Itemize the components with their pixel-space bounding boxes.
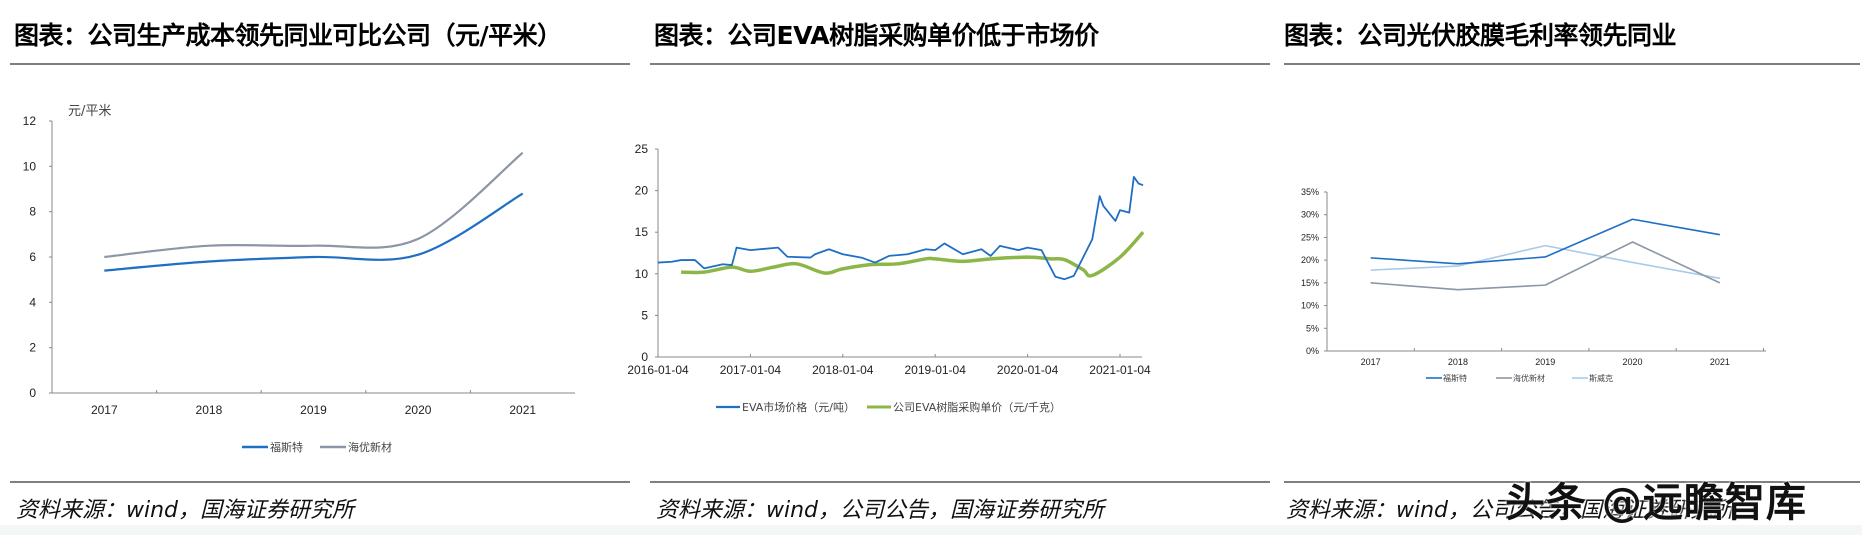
series-line — [1370, 244, 1720, 280]
panel-eva-price: 图表：公司EVA树脂采购单价低于市场价 0 5 10 15 20 25 2016-01-04… — [627, 0, 1280, 535]
panel-gross-margin: 图表：公司光伏胶膜毛利率领先同业 0% 5% 10% 15% 20% 25% 30% 35% 2… — [1278, 0, 1862, 535]
y-tick-label: 12 — [23, 114, 37, 128]
y-tick-label: 15 — [635, 225, 649, 239]
source-note: 资料来源：wind，公司公告，国海证券研究所 — [1286, 498, 1735, 523]
y-tick-label: 20% — [1301, 255, 1319, 265]
legend-item: 福斯特 — [1426, 373, 1467, 383]
chart-title: 图表：公司光伏胶膜毛利率领先同业 — [1284, 21, 1677, 50]
chart-title: 图表：公司生产成本领先同业可比公司（元/平米） — [14, 21, 562, 50]
x-tick-label: 2017-01-04 — [720, 363, 782, 377]
title-divider — [1284, 63, 1860, 65]
x-tick-label: 2018-01-04 — [812, 363, 874, 377]
legend-item: 海优新材 — [1496, 373, 1545, 383]
bottom-band — [0, 525, 1862, 535]
y-tick-label: 6 — [29, 250, 36, 264]
legend-item: 福斯特 — [242, 440, 303, 454]
y-tick-label: 0 — [29, 386, 36, 400]
panel-production-cost: 图表：公司生产成本领先同业可比公司（元/平米） 0 2 4 6 8 10 12 2017 201… — [0, 0, 640, 535]
x-tick-label: 2018 — [1448, 357, 1468, 367]
y-tick-label: 30% — [1301, 210, 1319, 220]
y-tick-label: 4 — [29, 295, 36, 309]
x-tick-label: 2020 — [405, 403, 432, 417]
x-tick-label: 2017 — [1361, 357, 1381, 367]
y-tick-label: 10 — [23, 159, 37, 173]
y-tick-label: 20 — [635, 184, 649, 198]
x-tick-label: 2019 — [300, 403, 327, 417]
x-tick-label: 2018 — [196, 403, 223, 417]
x-tick-label: 2019-01-04 — [905, 363, 967, 377]
y-axis-unit-label: 元/平米 — [68, 104, 111, 119]
legend-label: 福斯特 — [1443, 373, 1467, 383]
y-tick-label: 5% — [1306, 323, 1319, 333]
y-tick-label: 0% — [1306, 346, 1319, 356]
eva-price-line-chart: 0 5 10 15 20 25 2016-01-04 2017-01-04 2018-01-04… — [627, 142, 1151, 414]
x-tick-label: 2021 — [509, 403, 536, 417]
series-line — [104, 151, 524, 259]
legend-label: EVA市场价格（元/吨） — [742, 400, 855, 414]
legend-item: 海优新材 — [320, 440, 392, 454]
x-tick-label: 2020-01-04 — [997, 363, 1059, 377]
legend-label: 公司EVA树脂采购单价（元/千克） — [893, 400, 1061, 414]
legend-label: 福斯特 — [270, 440, 303, 454]
legend-label: 海优新材 — [1513, 373, 1545, 383]
source-divider — [10, 481, 630, 483]
y-tick-label: 2 — [29, 341, 36, 355]
gross-margin-line-chart: 0% 5% 10% 15% 20% 25% 30% 35% 2017 2018 2019 2020 20… — [1301, 187, 1766, 383]
series-line — [1370, 241, 1721, 291]
source-divider — [1284, 481, 1860, 483]
y-tick-label: 10 — [635, 267, 649, 281]
title-divider — [10, 63, 630, 65]
series-line — [104, 192, 524, 272]
series-line-company-price — [681, 231, 1145, 278]
x-tick-label: 2016-01-04 — [627, 363, 689, 377]
y-tick-label: 5 — [641, 308, 648, 322]
source-note: 资料来源：wind，公司公告，国海证券研究所 — [656, 498, 1105, 523]
y-tick-label: 25 — [635, 142, 649, 156]
y-tick-label: 0 — [641, 350, 648, 364]
y-tick-label: 25% — [1301, 232, 1319, 242]
x-tick-label: 2017 — [91, 403, 118, 417]
legend-label: 海优新材 — [348, 440, 392, 454]
source-note: 资料来源：wind，国海证券研究所 — [16, 498, 355, 523]
x-tick-label: 2020 — [1623, 357, 1643, 367]
legend-item: 斯威克 — [1572, 373, 1613, 383]
legend-label: 斯威克 — [1589, 373, 1613, 383]
chart-title: 图表：公司EVA树脂采购单价低于市场价 — [654, 21, 1099, 50]
series-line-market-price — [657, 175, 1144, 281]
source-divider — [650, 481, 1270, 483]
y-tick-label: 15% — [1301, 278, 1319, 288]
x-tick-label: 2019 — [1535, 357, 1555, 367]
y-tick-label: 8 — [29, 205, 36, 219]
y-tick-label: 10% — [1301, 301, 1319, 311]
series-line — [1370, 218, 1720, 265]
watermark: 头条 @远瞻智库 — [1505, 480, 1807, 526]
y-tick-label: 35% — [1301, 187, 1319, 197]
legend-item: EVA市场价格（元/吨） — [716, 400, 855, 414]
legend-item: 公司EVA树脂采购单价（元/千克） — [867, 400, 1061, 414]
x-tick-label: 2021 — [1710, 357, 1730, 367]
title-divider — [650, 63, 1270, 65]
x-tick-label: 2021-01-04 — [1089, 363, 1151, 377]
